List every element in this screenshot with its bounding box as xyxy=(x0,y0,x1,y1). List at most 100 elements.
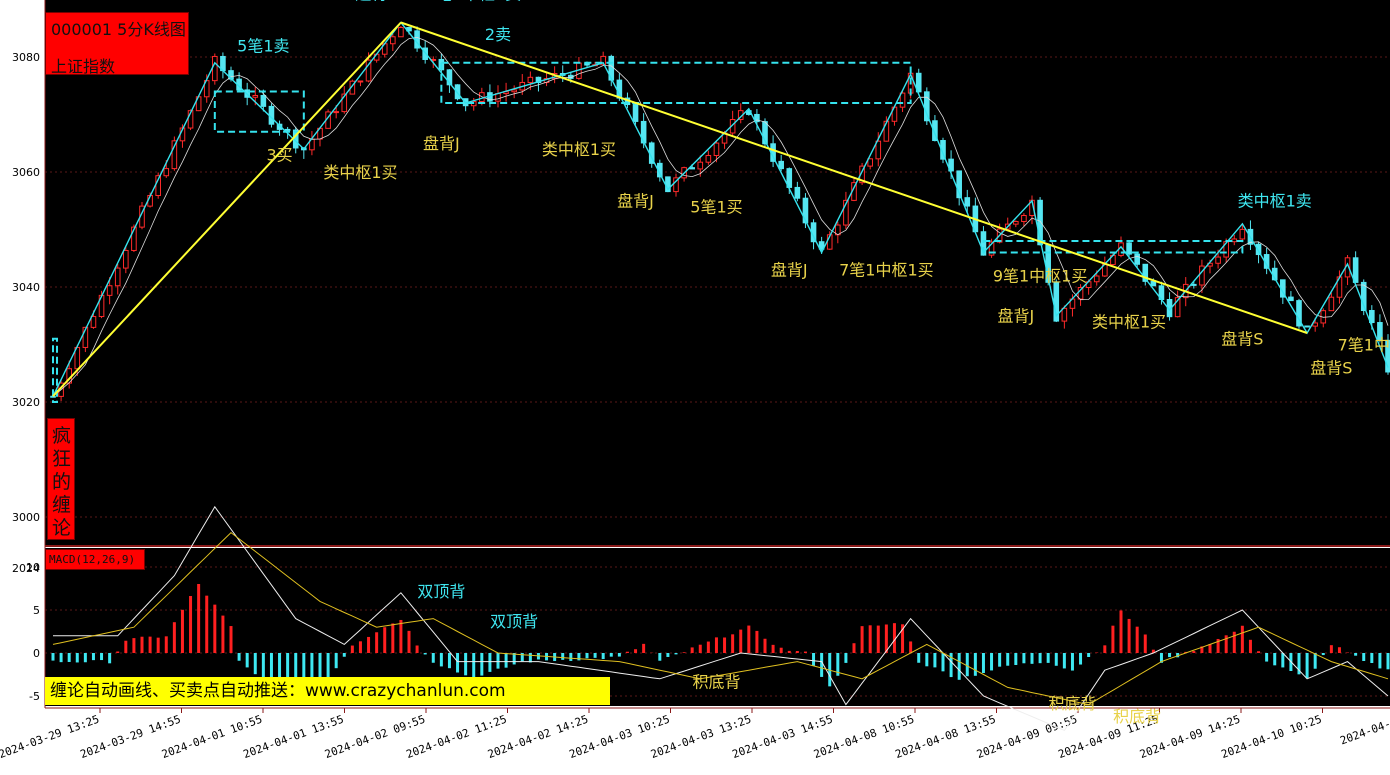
candle-body xyxy=(1093,275,1100,283)
candle-body xyxy=(988,241,995,256)
segment-line xyxy=(52,21,402,397)
signal-annotation: 2卖 xyxy=(485,25,511,44)
candle-body xyxy=(527,76,534,83)
candle-body xyxy=(1191,283,1197,286)
candle-body xyxy=(1328,296,1335,312)
signal-annotation: 7笔1中枢1买 xyxy=(839,261,934,280)
candle-body xyxy=(1296,300,1302,327)
candle-body xyxy=(131,226,137,251)
signal-annotation: 超背S xyxy=(356,0,398,4)
candle-body xyxy=(1021,214,1027,223)
macd-tick-label: 10 xyxy=(26,561,40,574)
signal-annotation: 5笔1卖 xyxy=(237,36,289,55)
candle-body xyxy=(1199,265,1205,286)
candle-body xyxy=(1312,322,1318,327)
price-tick-label: 3060 xyxy=(12,166,40,179)
candle-body xyxy=(212,55,218,82)
macd-histogram-group xyxy=(51,583,1390,687)
candle-body xyxy=(1142,263,1149,282)
candle-body xyxy=(600,55,606,66)
signal-annotation: 7笔1中枢 xyxy=(1338,335,1390,354)
price-tick-label: 3020 xyxy=(12,396,40,409)
candle-body xyxy=(697,161,704,170)
candle-body xyxy=(114,267,121,287)
candle-body xyxy=(511,89,517,93)
candle-body xyxy=(163,168,170,177)
macd-label: MACD(12,26,9) xyxy=(45,549,145,570)
candle-body xyxy=(956,170,962,199)
candles-group xyxy=(50,26,1390,402)
candle-body xyxy=(705,155,712,163)
candle-body xyxy=(106,285,113,296)
candle-body xyxy=(123,249,129,269)
candle-body xyxy=(171,140,178,170)
macd-top-hidden-label: 2024 xyxy=(12,562,40,575)
candle-body xyxy=(843,199,849,226)
macd-annotation: 积底背 xyxy=(1048,694,1096,713)
signal-annotation: 9笔2中枢1卖 xyxy=(426,0,521,4)
candle-body xyxy=(260,94,267,107)
watermark-box: 疯 狂 的 缠 论 xyxy=(47,418,75,540)
candle-body xyxy=(1013,221,1019,225)
macd-dea-line xyxy=(52,531,1389,706)
candle-body xyxy=(632,104,639,122)
macd-tick-label: 0 xyxy=(33,647,40,660)
candle-body xyxy=(1352,257,1359,283)
candle-body xyxy=(1377,322,1383,341)
promo-banner: 缠论自动画线、买卖点自动推送：www.crazychanlun.com xyxy=(45,677,610,705)
candle-body xyxy=(1255,243,1262,256)
candle-body xyxy=(1239,228,1246,240)
candle-body xyxy=(802,197,809,224)
candle-body xyxy=(454,84,461,100)
index-name: 上证指数 xyxy=(51,57,116,76)
candle-body xyxy=(446,69,453,86)
candle-body xyxy=(818,241,825,250)
main-panel-bg xyxy=(45,0,1390,545)
signal-annotation: 类中枢1买 xyxy=(323,163,397,182)
candle-body xyxy=(980,231,987,256)
candle-body xyxy=(535,76,542,84)
candle-body xyxy=(964,197,971,207)
signal-annotation: 3买 xyxy=(266,146,292,165)
candle-body xyxy=(357,80,364,83)
macd-annotation: 双顶背 xyxy=(490,612,538,631)
signal-annotation: 类中枢1卖 xyxy=(1238,192,1312,211)
watermark-char-2: 狂 xyxy=(52,448,72,470)
candle-body xyxy=(187,110,194,129)
candle-body xyxy=(284,128,291,131)
signal-annotation: 5笔1买 xyxy=(690,197,742,216)
candle-body xyxy=(1061,307,1068,322)
signal-annotation: 盘背S xyxy=(1310,358,1352,377)
candle-body xyxy=(859,165,865,184)
candle-body xyxy=(1385,339,1390,373)
candle-body xyxy=(899,92,906,108)
chart-title: 000001 5分K线图 xyxy=(51,20,186,39)
macd-annotation: 积底背 xyxy=(692,672,740,691)
signal-annotation: 类中枢1买 xyxy=(1092,312,1166,331)
candle-body xyxy=(1126,242,1132,255)
zhongshu-box xyxy=(52,337,58,403)
macd-tick-label: 5 xyxy=(33,604,40,617)
candle-body xyxy=(924,91,930,122)
watermark-char-1: 疯 xyxy=(52,425,72,447)
candle-body xyxy=(252,94,259,98)
signal-annotation: 类中枢1买 xyxy=(542,140,616,159)
signal-annotation: 9笔1中枢1买 xyxy=(993,266,1088,285)
candle-body xyxy=(778,160,784,170)
candle-body xyxy=(341,93,348,113)
price-tick-label: 3040 xyxy=(12,281,40,294)
macd-tick-label: -5 xyxy=(29,690,40,703)
candle-body xyxy=(689,167,695,170)
title-box: 000001 5分K线图 上证指数 xyxy=(45,12,189,76)
watermark-char-5: 论 xyxy=(52,517,72,539)
signal-annotation: 盘背J xyxy=(997,307,1034,326)
macd-annotation: 双顶背 xyxy=(417,582,465,601)
signal-annotation: 盘背J xyxy=(423,134,460,153)
zhongshu-box xyxy=(982,240,1244,254)
candle-body xyxy=(915,72,922,93)
candle-body xyxy=(948,158,954,172)
zhongshu-box xyxy=(440,61,912,104)
candle-body xyxy=(1231,238,1238,243)
